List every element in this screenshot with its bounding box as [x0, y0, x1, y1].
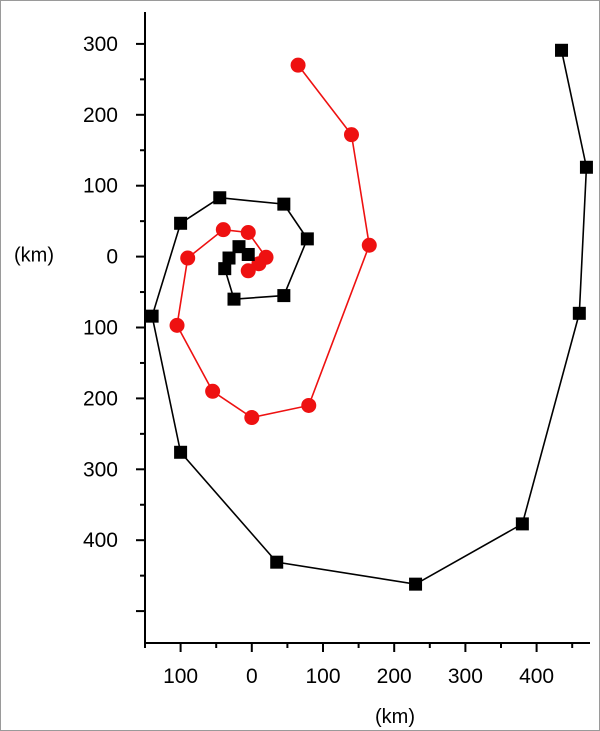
data-point: [222, 251, 236, 265]
y-tick-label: 0: [106, 246, 118, 269]
x-tick-label: 100: [163, 665, 198, 688]
data-point: [213, 191, 227, 205]
x-tick-label: 200: [377, 665, 412, 688]
data-point: [205, 383, 221, 399]
data-point: [572, 306, 586, 320]
series-line: [176, 64, 371, 419]
data-point: [174, 216, 188, 230]
data-point: [277, 197, 291, 211]
data-point: [343, 127, 359, 143]
x-tick-label: 0: [246, 665, 258, 688]
data-point: [300, 232, 314, 246]
y-tick-label: 300: [83, 33, 118, 56]
data-point: [277, 289, 291, 303]
x-tick-label: 300: [448, 665, 483, 688]
data-point: [579, 160, 593, 174]
data-point: [270, 555, 284, 569]
data-point: [361, 237, 377, 253]
chart-labels: 300 200 100 0 100 200 300 400 100 0 100 200 300 400 (k…: [14, 33, 554, 728]
data-point: [218, 262, 232, 276]
data-point: [240, 263, 256, 279]
data-point: [227, 292, 241, 306]
data-point: [409, 577, 423, 591]
y-tick-label: 100: [83, 175, 118, 198]
chart-series: [145, 43, 593, 591]
x-axis-title: (km): [375, 706, 415, 728]
y-tick-label: 200: [83, 387, 118, 410]
series-1: [169, 57, 377, 426]
y-tick-label: 200: [83, 104, 118, 127]
y-tick-label: 300: [83, 458, 118, 481]
x-tick-label: 100: [305, 665, 340, 688]
data-point: [240, 224, 256, 240]
y-axis-title: (km): [14, 245, 54, 267]
series-2: [145, 43, 593, 591]
x-tick-label: 400: [519, 665, 554, 688]
series-line: [151, 50, 588, 585]
data-point: [145, 309, 159, 323]
data-point: [244, 410, 260, 426]
y-tick-label: 400: [83, 529, 118, 552]
data-point: [251, 256, 267, 272]
data-point: [241, 247, 255, 261]
data-point: [555, 43, 569, 57]
y-tick-label: 100: [83, 317, 118, 340]
data-point: [290, 57, 306, 73]
data-point: [215, 222, 231, 238]
data-point: [174, 445, 188, 459]
data-point: [180, 250, 196, 266]
data-point: [301, 397, 317, 413]
chart-axes: [136, 12, 590, 652]
data-point: [169, 317, 185, 333]
data-point: [515, 517, 529, 531]
